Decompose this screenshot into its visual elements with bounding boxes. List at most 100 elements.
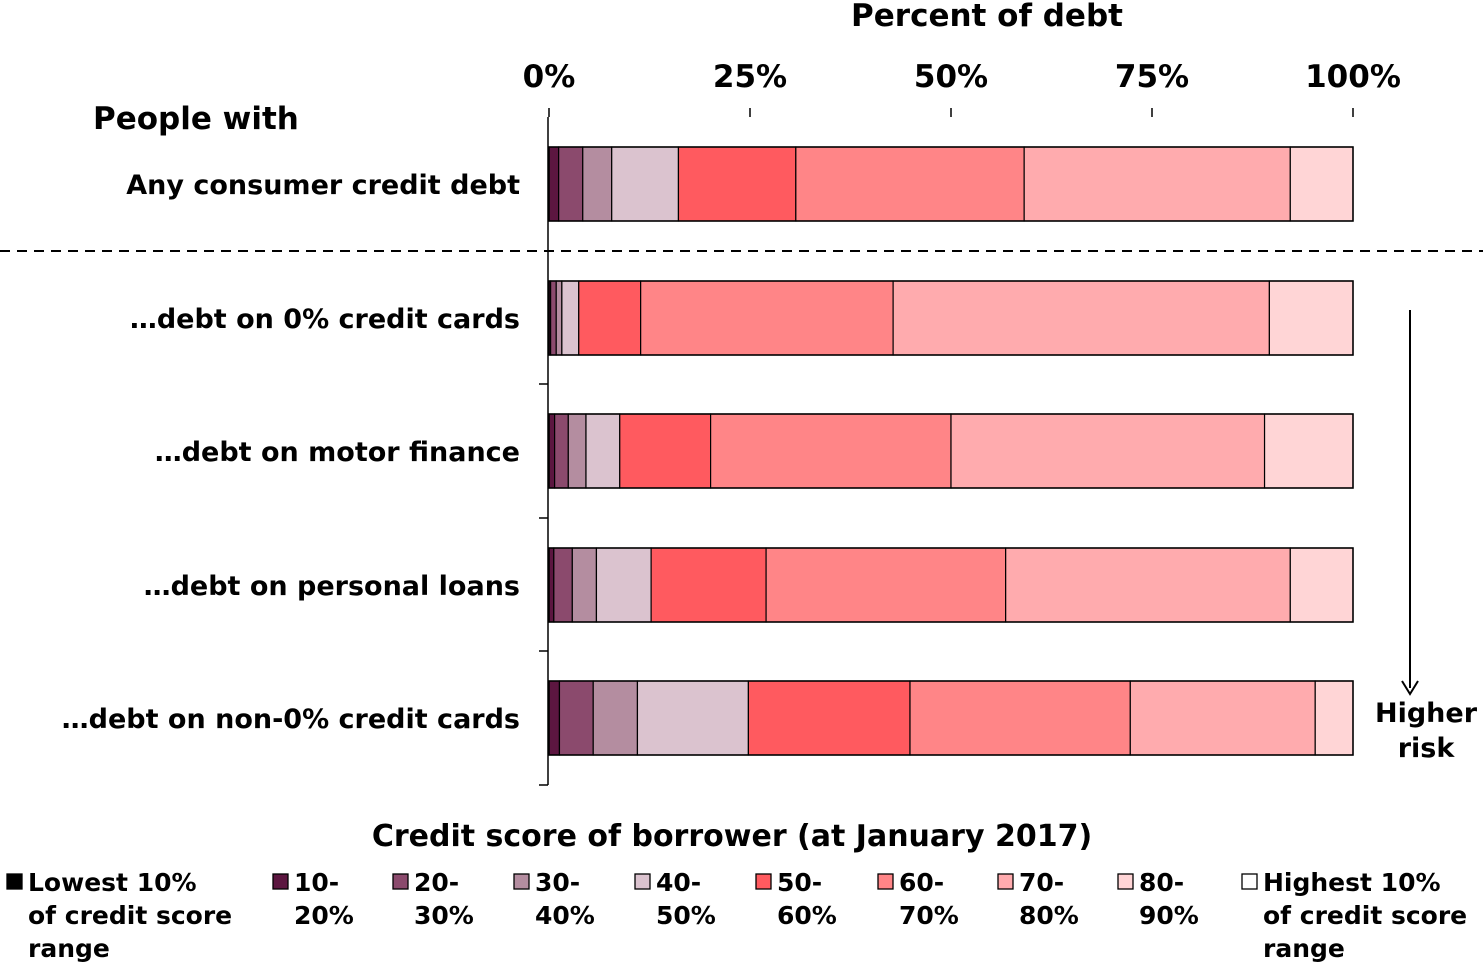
x-tick-label: 100% <box>1305 59 1401 95</box>
bar-segment <box>567 413 587 489</box>
x-tick-label: 75% <box>1115 59 1189 95</box>
bar-segment <box>1263 413 1354 489</box>
bar-outline <box>548 680 1354 756</box>
category-label: …debt on 0% credit cards <box>130 304 520 335</box>
bar-segment <box>548 146 560 222</box>
legend-label: of credit score <box>1263 901 1467 930</box>
section-label: People with <box>93 101 299 137</box>
bar-segment <box>892 280 1270 356</box>
legend-item: 30-40% <box>513 868 595 930</box>
legend-label: Highest 10% <box>1263 868 1441 897</box>
bar-segment <box>578 280 642 356</box>
legend-swatch <box>877 873 894 890</box>
bar-segment <box>950 413 1266 489</box>
bar-segment <box>640 280 894 356</box>
category-label: Any consumer credit debt <box>126 170 520 201</box>
legend-item: 70-80% <box>997 868 1079 930</box>
legend-label: 80% <box>1019 901 1079 930</box>
legend-swatch <box>513 873 530 890</box>
bar-segment <box>1314 680 1354 756</box>
bar-outline <box>548 547 1354 623</box>
bar-segment <box>571 547 598 623</box>
legend-label: 50- <box>777 868 822 897</box>
bar-segment <box>558 680 594 756</box>
bar-row <box>548 146 1354 222</box>
bars <box>548 146 1354 756</box>
bar-segment <box>561 280 580 356</box>
legend-label: 60% <box>777 901 837 930</box>
bar-segment <box>765 547 1007 623</box>
legend-label: 90% <box>1139 901 1199 930</box>
bar-segment <box>636 680 749 756</box>
legend-swatch <box>1241 873 1258 890</box>
category-label: …debt on motor finance <box>155 437 520 468</box>
category-labels: Any consumer credit debt …debt on 0% cred… <box>62 170 520 735</box>
bar-segment <box>909 680 1131 756</box>
bar-segment <box>677 146 797 222</box>
legend-swatch <box>6 873 23 890</box>
bar-segment <box>1268 280 1354 356</box>
legend-item: Highest 10% of credit score range <box>1241 868 1467 962</box>
bar-outline <box>548 146 1354 222</box>
legend-item: 60-70% <box>877 868 959 930</box>
bar-segment <box>1023 146 1291 222</box>
legend-label: 20- <box>414 868 459 897</box>
legend-title: Credit score of borrower (at January 201… <box>372 819 1092 854</box>
legend-item: 10-20% <box>272 868 354 930</box>
legend-swatch <box>997 873 1014 890</box>
x-tick-label: 25% <box>713 59 787 95</box>
bar-segment <box>619 413 712 489</box>
legend-swatch <box>755 873 772 890</box>
bar-segment <box>585 413 621 489</box>
bar-segment <box>1129 680 1316 756</box>
category-label: …debt on non-0% credit cards <box>62 704 520 735</box>
bar-segment <box>554 413 569 489</box>
y-axis-ticks <box>539 383 548 786</box>
bar-outline <box>548 280 1354 356</box>
legend: Lowest 10%of credit scorerange10-20%20-3… <box>6 868 1467 962</box>
legend-item: 50-60% <box>755 868 837 930</box>
legend-item: 80-90% <box>1117 868 1199 930</box>
bar-segment <box>553 547 573 623</box>
bar-row <box>548 280 1354 356</box>
legend-swatch <box>634 873 651 890</box>
x-axis-ticks: 0% 25% 50% 75% 100% <box>523 59 1401 117</box>
bar-segment <box>548 413 556 489</box>
bar-segment <box>1289 547 1354 623</box>
bar-segment <box>550 280 557 356</box>
bar-segment <box>582 146 613 222</box>
legend-item: 20-30% <box>392 868 474 930</box>
legend-label: Lowest 10% <box>28 868 197 897</box>
bar-row <box>548 413 1354 489</box>
bar-outline <box>548 413 1354 489</box>
bar-segment <box>595 547 652 623</box>
legend-swatch <box>272 873 289 890</box>
bar-segment <box>548 680 561 756</box>
bar-segment <box>650 547 767 623</box>
legend-label: of credit score <box>28 901 232 930</box>
legend-swatch <box>1117 873 1134 890</box>
legend-label: 40% <box>535 901 595 930</box>
bar-segment <box>611 146 680 222</box>
bar-segment <box>795 146 1025 222</box>
risk-label-line-1: Higher <box>1375 698 1478 729</box>
legend-label: 80- <box>1139 868 1184 897</box>
x-tick-label: 50% <box>914 59 988 95</box>
higher-risk-annotation: Higher risk <box>1375 310 1478 764</box>
bar-row <box>548 547 1354 623</box>
risk-arrow-head <box>1401 680 1419 696</box>
bar-segment <box>592 680 639 756</box>
bar-row <box>548 680 1354 756</box>
legend-label: 70% <box>899 901 959 930</box>
legend-label: 70- <box>1019 868 1064 897</box>
legend-item: 40-50% <box>634 868 716 930</box>
bar-segment <box>555 280 563 356</box>
legend-label: 30- <box>535 868 580 897</box>
legend-label: range <box>1263 934 1345 962</box>
x-axis-title: Percent of debt <box>851 0 1123 34</box>
bar-segment <box>747 680 911 756</box>
bar-segment <box>710 413 952 489</box>
legend-swatch <box>392 873 409 890</box>
bar-segment <box>1005 547 1291 623</box>
